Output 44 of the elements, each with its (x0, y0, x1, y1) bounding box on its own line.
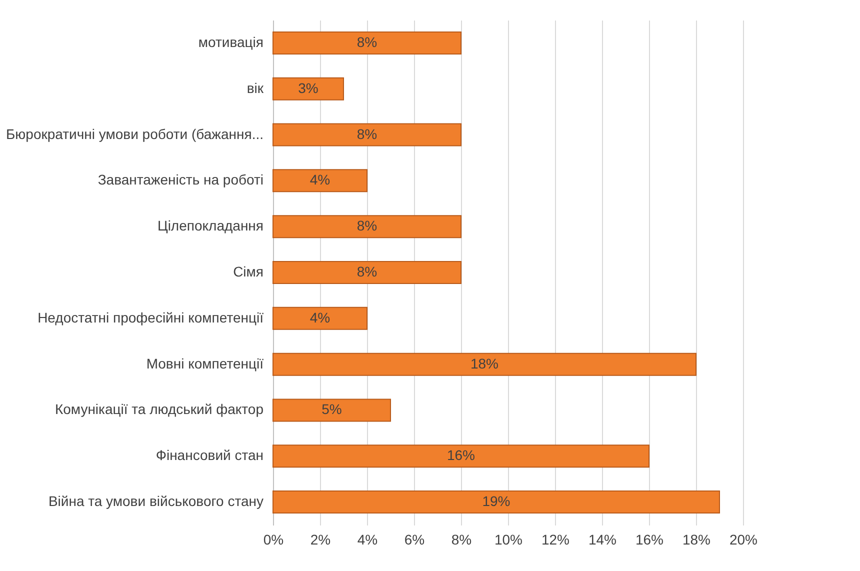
x-tick-label: 16% (635, 532, 664, 548)
data-label: 8% (356, 264, 378, 280)
bar (272, 261, 462, 284)
bar (272, 77, 344, 100)
data-label: 5% (322, 401, 342, 418)
y-tick-label: Мовні компетенції (146, 355, 264, 372)
y-tick-label: Війна та умови військового стану (48, 493, 264, 510)
x-tick-label: 4% (357, 532, 378, 548)
y-tick-label: вік (246, 80, 264, 96)
bar (272, 352, 696, 376)
data-label: 4% (310, 309, 330, 326)
y-tick-label: Недостатні професійні компетенції (38, 309, 264, 326)
y-tick-label: Цілепокладання (157, 218, 264, 234)
data-label: 8% (356, 218, 378, 234)
y-tick-label: Завантаженість на роботі (98, 172, 264, 188)
bar (272, 215, 462, 238)
bar (272, 444, 650, 468)
x-tick-label: 12% (541, 532, 570, 548)
data-label: 8% (356, 126, 378, 142)
bar (272, 123, 462, 146)
x-tick-label: 6% (404, 532, 425, 548)
bar (272, 490, 720, 514)
y-tick-label: Фінансовий стан (156, 447, 264, 464)
data-label: 18% (470, 355, 499, 372)
x-tick-label: 20% (729, 532, 758, 548)
y-tick-label: мотивація (198, 34, 264, 50)
data-label: 16% (446, 447, 476, 464)
x-tick-label: 10% (494, 532, 523, 548)
x-tick-label: 18% (682, 532, 711, 548)
y-tick-label: Бюрократичні умови роботи (бажання... (6, 126, 264, 142)
x-tick-label: 8% (451, 532, 472, 548)
bar (272, 169, 368, 192)
y-tick-label: Сімя (233, 264, 264, 280)
bar (272, 31, 462, 54)
x-tick-label: 2% (310, 532, 331, 548)
x-tick-label: 14% (588, 532, 617, 548)
data-label: 19% (482, 493, 510, 510)
bar (272, 398, 391, 422)
y-tick-label: Комунікації та людський фактор (54, 401, 264, 418)
data-label: 4% (310, 172, 330, 188)
data-label: 8% (356, 34, 378, 50)
x-tick-label: 0% (263, 532, 284, 548)
bar (272, 306, 368, 330)
data-label: 3% (298, 80, 318, 96)
